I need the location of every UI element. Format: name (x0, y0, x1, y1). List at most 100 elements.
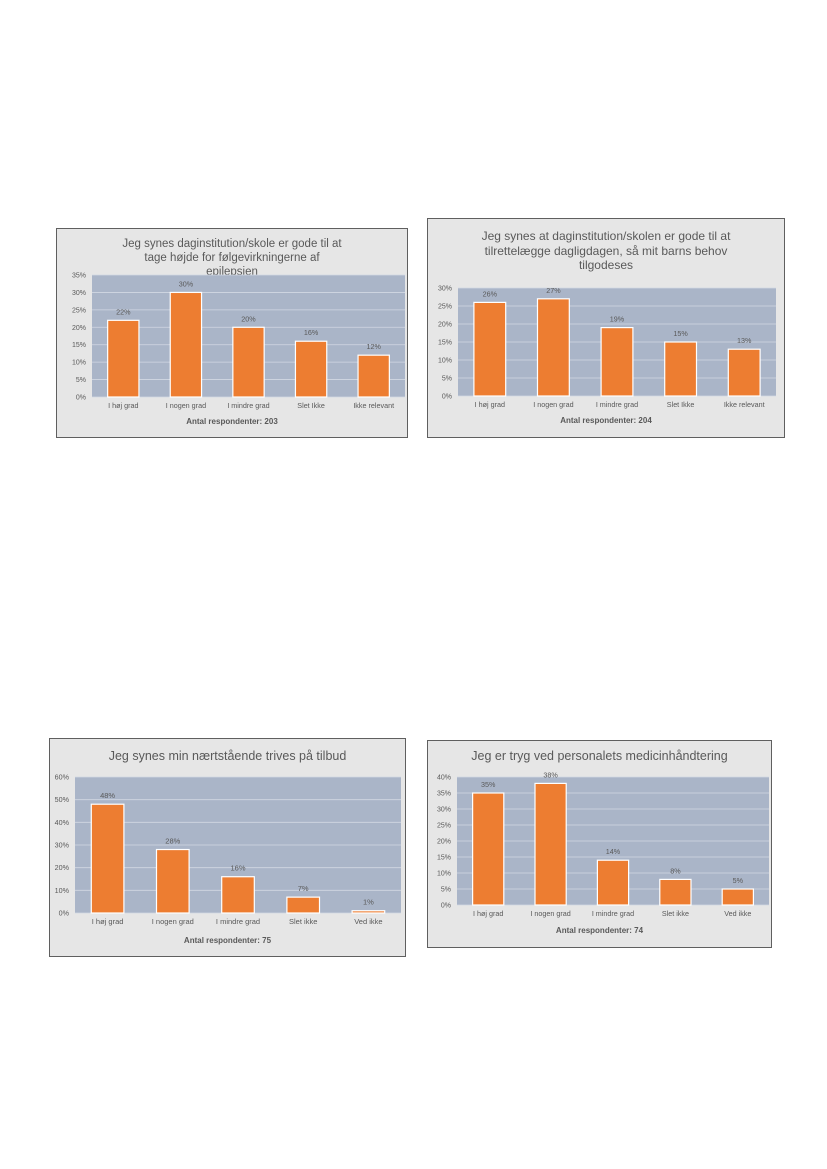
category-label: I mindre grad (592, 909, 634, 918)
data-label: 38% (543, 770, 558, 779)
y-tick-label: 35% (437, 791, 451, 798)
chart-thriving: Jeg synes min nærtstående trives på tilb… (49, 738, 406, 957)
y-tick-label: 15% (438, 340, 452, 347)
data-label: 13% (737, 336, 752, 345)
y-tick-label: 5% (76, 377, 86, 384)
chart-medication-handling: Jeg er tryg ved personalets medicinhåndt… (427, 740, 772, 948)
y-tick-label: 20% (55, 863, 70, 872)
bar (155, 848, 190, 914)
y-tick-label: 25% (437, 823, 451, 830)
data-label: 7% (298, 884, 309, 893)
chart-title: Jeg synes min nærtstående trives på tilb… (108, 749, 347, 763)
bar (471, 792, 505, 906)
bar (727, 348, 761, 397)
chart-plot: 0% 10% 20% 30% 40% 50% 60% 48% I høj grad 28% I no… (55, 773, 401, 926)
data-label: 28% (165, 837, 180, 846)
y-tick-label: 30% (55, 841, 70, 850)
y-tick-label: 30% (437, 807, 451, 814)
data-label: 48% (100, 791, 115, 800)
data-label: 5% (733, 876, 744, 885)
respondent-count: Antal respondenter: 74 (555, 926, 644, 935)
category-label: I mindre grad (216, 917, 260, 926)
category-label: I mindre grad (227, 401, 269, 410)
category-label: Slet ikke (289, 917, 317, 926)
bar (221, 876, 255, 914)
data-label: 35% (481, 780, 496, 789)
y-tick-label: 10% (437, 871, 451, 878)
data-label: 16% (230, 864, 245, 873)
data-label: 8% (670, 866, 681, 875)
category-label: I høj grad (475, 400, 505, 409)
y-tick-label: 15% (437, 855, 451, 862)
bar (600, 326, 634, 397)
y-tick-label: 20% (72, 325, 86, 332)
chart-plot: 0% 5% 10% 15% 20% 25% 30% 26% I høj grad 27% I nog… (438, 286, 776, 409)
category-label: Slet ikke (662, 909, 689, 918)
y-tick-label: 0% (59, 909, 70, 918)
y-tick-label: 25% (438, 304, 452, 311)
category-label: I nogen grad (533, 400, 573, 409)
y-tick-label: 10% (438, 358, 452, 365)
y-tick-label: 0% (442, 394, 452, 401)
category-label: Ved ikke (354, 917, 382, 926)
bar (169, 291, 203, 398)
category-label: I nogen grad (530, 909, 570, 918)
data-label: 14% (606, 847, 621, 856)
y-tick-label: 0% (441, 903, 451, 910)
bar (351, 910, 386, 914)
data-label: 12% (367, 342, 382, 351)
y-tick-label: 5% (441, 887, 451, 894)
data-label: 20% (241, 314, 256, 323)
y-tick-label: 60% (55, 773, 70, 782)
bar (107, 319, 140, 398)
data-label: 30% (179, 279, 194, 288)
y-tick-label: 0% (76, 395, 86, 402)
category-label: Slet Ikke (667, 400, 695, 409)
respondent-count: Antal respondenter: 75 (183, 936, 272, 945)
respondent-count: Antal respondenter: 203 (186, 417, 278, 426)
chart-title: Jeg synes at daginstitution/skolen er go… (481, 229, 731, 273)
bar (357, 354, 390, 398)
y-tick-label: 30% (438, 286, 452, 293)
data-label: 26% (483, 289, 498, 298)
data-label: 19% (610, 315, 625, 324)
bar (90, 803, 125, 914)
bar (664, 341, 698, 397)
data-label: 22% (116, 307, 131, 316)
category-label: I nogen grad (152, 917, 194, 926)
chart-plot: 0% 5% 10% 15% 20% 25% 30% 35% 22% I høj grad 30% I … (72, 273, 405, 410)
y-tick-label: 20% (438, 322, 452, 329)
bar (294, 340, 328, 398)
y-tick-label: 20% (437, 839, 451, 846)
bar (473, 301, 507, 397)
category-label: I høj grad (108, 401, 138, 410)
y-tick-label: 5% (442, 376, 452, 383)
y-tick-label: 40% (437, 775, 451, 782)
category-label: Ved ikke (724, 909, 751, 918)
category-label: I mindre grad (596, 400, 638, 409)
category-label: I nogen grad (166, 401, 206, 410)
data-label: 16% (304, 328, 319, 337)
chart-daily-life-arrangement: Jeg synes at daginstitution/skolen er go… (427, 218, 785, 438)
category-label: Slet Ikke (297, 401, 325, 410)
y-tick-label: 30% (72, 290, 86, 297)
bar (596, 859, 630, 906)
y-tick-label: 25% (72, 307, 86, 314)
data-label: 15% (673, 329, 688, 338)
y-tick-label: 15% (72, 342, 86, 349)
chart-title: Jeg er tryg ved personalets medicinhåndt… (471, 749, 728, 763)
bar (659, 878, 692, 906)
bar (534, 782, 567, 906)
bar (232, 326, 265, 398)
category-label: I høj grad (473, 909, 503, 918)
respondent-count: Antal respondenter: 204 (560, 416, 652, 425)
chart-plot: 0% 5% 10% 15% 20% 25% 30% 35% 40% 35% I høj grad 38… (437, 770, 769, 918)
chart-epilepsy-consideration: Jeg synes daginstitution/skole er gode t… (56, 228, 408, 438)
bar (536, 298, 570, 397)
category-label: I høj grad (92, 917, 124, 926)
bar (286, 896, 321, 914)
bar (721, 888, 755, 906)
data-label: 27% (546, 286, 561, 295)
data-label: 1% (363, 898, 374, 907)
category-label: Ikke relevant (353, 401, 394, 410)
